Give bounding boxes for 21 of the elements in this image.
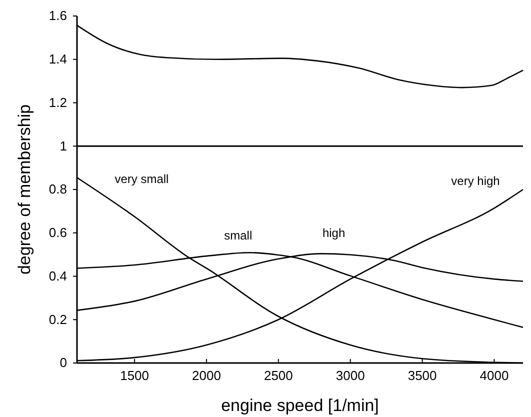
y-axis-title: degree of membership: [15, 104, 34, 275]
series-label: small: [224, 228, 252, 242]
x-tick-label: 4000: [480, 368, 509, 384]
x-axis-title: engine speed [1/min]: [221, 396, 379, 415]
y-tick-label: 1.6: [48, 8, 67, 24]
y-tick-label: 0.6: [48, 225, 67, 240]
y-tick-label: 1.4: [48, 52, 67, 67]
series-label: very high: [451, 174, 500, 188]
x-tick-label: 3000: [336, 368, 365, 384]
y-tick-label: 0.2: [48, 312, 67, 327]
x-tick-label: 3500: [408, 368, 437, 384]
series-label: very small: [114, 172, 169, 186]
x-tick-label: 2500: [264, 368, 293, 384]
y-tick-label: 1.2: [48, 94, 67, 110]
series-label: high: [322, 226, 346, 240]
y-tick-label: 0.4: [48, 268, 67, 284]
y-tick-label: 0: [60, 355, 67, 370]
y-tick-label: 0.8: [48, 182, 67, 197]
y-tick-label: 1: [60, 138, 67, 154]
x-tick-label: 2000: [192, 368, 221, 384]
x-tick-label: 1500: [120, 368, 150, 384]
